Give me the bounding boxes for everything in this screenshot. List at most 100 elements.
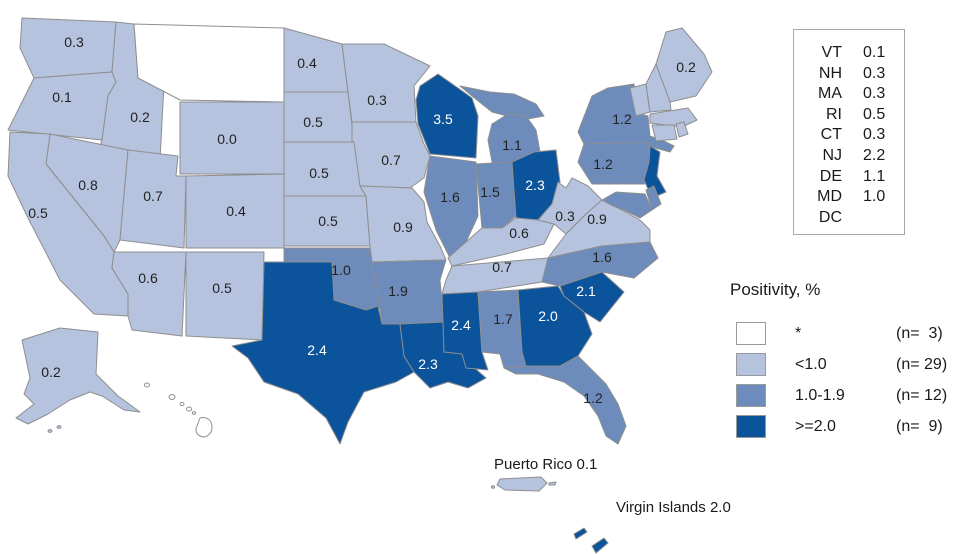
state-ak-island [56, 425, 62, 429]
state-sc [559, 271, 625, 323]
northeast-states-inset-box: VT 0.1 NH 0.3 MA 0.3 RI 0.5 CT 0.3 NJ 2.2 DE 1.… [793, 29, 905, 235]
legend-title: Positivity, % [730, 280, 821, 299]
inset-state-abbr: NH [818, 64, 842, 82]
value-label-ky: 0.6 [509, 225, 529, 241]
state-hi-island [144, 382, 150, 388]
value-label-or: 0.1 [52, 89, 72, 105]
state-wi [415, 73, 479, 159]
inset-state-value: 1.1 [863, 167, 886, 185]
legend-count: (n= 29) [896, 355, 948, 373]
state-wv [537, 177, 603, 235]
value-label-wi: 3.5 [433, 111, 453, 127]
legend-swatch-star [736, 322, 766, 345]
value-label-va: 0.9 [587, 211, 607, 227]
state-nj [643, 145, 667, 199]
state-nm [185, 251, 265, 341]
value-label-co: 0.4 [226, 203, 246, 219]
value-label-az: 0.6 [138, 270, 158, 286]
puerto-rico-label: Puerto Rico 0.1 [494, 456, 598, 473]
value-label-sc: 2.1 [576, 283, 596, 299]
state-ct [651, 124, 678, 142]
value-label-tx: 2.4 [307, 342, 327, 358]
state-hi-island [185, 406, 193, 412]
state-de [645, 185, 662, 211]
value-label-wv: 0.3 [555, 208, 575, 224]
state-me [655, 27, 713, 103]
legend-label: * [795, 324, 802, 342]
value-label-ms: 2.4 [451, 317, 471, 333]
value-label-nv: 0.8 [78, 177, 98, 193]
value-label-al: 1.7 [493, 311, 513, 327]
value-label-sd: 0.5 [303, 114, 323, 130]
inset-state-abbr: NJ [822, 146, 842, 164]
value-label-oh: 2.3 [525, 177, 545, 193]
inset-state-value: 0.3 [863, 85, 886, 103]
legend-label: 1.0-1.9 [795, 386, 845, 404]
value-label-ks: 0.5 [318, 213, 338, 229]
state-in [475, 161, 517, 229]
legend-swatch-high [736, 415, 766, 438]
value-label-ak: 0.2 [41, 364, 61, 380]
state-ar [371, 259, 447, 325]
state-hi-island [168, 394, 176, 400]
territory-virgin-islands [573, 527, 588, 540]
value-label-la: 2.3 [418, 356, 438, 372]
value-label-ar: 1.9 [388, 283, 408, 299]
value-label-ia: 0.7 [381, 152, 401, 168]
value-label-fl: 1.2 [583, 390, 603, 406]
value-label-ne: 0.5 [309, 165, 329, 181]
value-label-nm: 0.5 [212, 280, 232, 296]
value-label-wa: 0.3 [64, 34, 84, 50]
legend-row: <1.0 (n= 29) [736, 353, 947, 376]
inset-state-abbr: CT [820, 126, 842, 144]
value-label-me: 0.2 [676, 59, 696, 75]
inset-state-value: 2.2 [863, 146, 886, 164]
virgin-islands-label: Virgin Islands 2.0 [616, 499, 731, 516]
territory-puerto-rico-islet [548, 481, 557, 486]
value-label-mn: 0.3 [367, 92, 387, 108]
legend-row: >=2.0 (n= 9) [736, 415, 943, 438]
inset-state-abbr: VT [821, 44, 842, 61]
value-label-in: 1.5 [480, 184, 500, 200]
inset-state-value: 0.3 [863, 64, 886, 82]
inset-state-abbr: RI [826, 105, 842, 123]
value-label-ga: 2.0 [538, 308, 558, 324]
state-ak-island [47, 429, 53, 433]
value-label-pa: 1.2 [593, 156, 613, 172]
state-hi-island [195, 417, 213, 438]
legend-swatch-mid [736, 384, 766, 407]
value-label-id: 0.2 [130, 109, 150, 125]
legend-row: * (n= 3) [736, 322, 943, 345]
state-pa [577, 141, 655, 185]
value-label-ut: 0.7 [143, 188, 163, 204]
inset-state-abbr: DE [819, 167, 842, 185]
legend-row: 1.0-1.9 (n= 12) [736, 384, 947, 407]
state-or [7, 71, 117, 141]
inset-row: NJ 2.2 [794, 146, 904, 167]
state-ma [649, 107, 698, 128]
value-label-wy: 0.0 [217, 131, 237, 147]
inset-state-abbr: MA [818, 85, 842, 103]
inset-row: RI 0.5 [794, 105, 904, 126]
value-label-ca: 0.5 [28, 205, 48, 221]
inset-state-value: 0.1 [863, 44, 886, 61]
state-nh [645, 63, 672, 113]
state-nc [541, 241, 659, 287]
inset-row: MD 1.0 [794, 187, 904, 208]
state-md [601, 191, 653, 219]
territory-virgin-islands [591, 537, 609, 554]
inset-state-abbr: DC [818, 208, 842, 226]
legend-label: >=2.0 [795, 417, 836, 435]
inset-state-value: 0.3 [863, 126, 886, 144]
state-mo [359, 185, 447, 263]
state-mn [341, 43, 431, 123]
value-label-il: 1.6 [440, 189, 460, 205]
state-mi-upper [459, 85, 545, 121]
state-hi-island [191, 411, 197, 415]
state-mt [133, 23, 285, 103]
inset-row: NH 0.3 [794, 64, 904, 85]
state-ak [15, 327, 141, 425]
value-label-mo: 0.9 [393, 219, 413, 235]
value-label-nd: 0.4 [297, 55, 317, 71]
legend-swatch-lt1 [736, 353, 766, 376]
